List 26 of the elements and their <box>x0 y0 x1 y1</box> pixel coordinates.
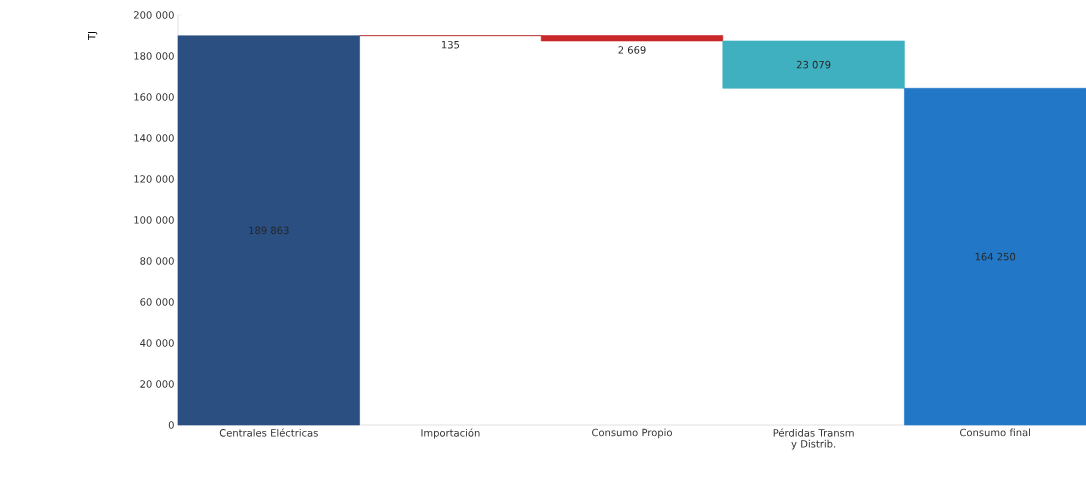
y-tick-label: 180 000 <box>134 52 174 60</box>
data-label: 23 079 <box>796 60 831 69</box>
y-tick-label: 40 000 <box>140 339 174 347</box>
x-tick-label: Centrales Eléctricas <box>219 428 318 437</box>
bar <box>177 35 360 426</box>
bar <box>540 35 724 42</box>
x-tick-label: Consumo final <box>960 428 1030 437</box>
y-tick-label: 60 000 <box>140 298 174 306</box>
y-tick-label: 120 000 <box>134 175 174 183</box>
y-axis-title: TJ <box>88 31 98 41</box>
y-tick-label: 160 000 <box>134 93 174 101</box>
y-tick-label: 80 000 <box>140 257 174 265</box>
x-tick-label: Consumo Propio <box>592 428 672 439</box>
y-tick-label: 0 <box>168 421 174 429</box>
x-tick-label: Pérdidas Transm y Distrib. <box>773 428 854 450</box>
data-label: 164 250 <box>975 252 1016 261</box>
bar <box>904 87 1086 426</box>
data-label: 135 <box>441 40 460 49</box>
bar <box>722 40 905 89</box>
y-tick-label: 200 000 <box>134 11 174 19</box>
data-label: 2 669 <box>618 46 646 54</box>
data-label: 189 863 <box>249 226 289 235</box>
y-tick-label: 20 000 <box>140 380 174 388</box>
x-tick-label: Importación <box>421 428 480 439</box>
y-tick-label: 140 000 <box>134 134 174 142</box>
y-tick-label: 100 000 <box>134 216 174 224</box>
